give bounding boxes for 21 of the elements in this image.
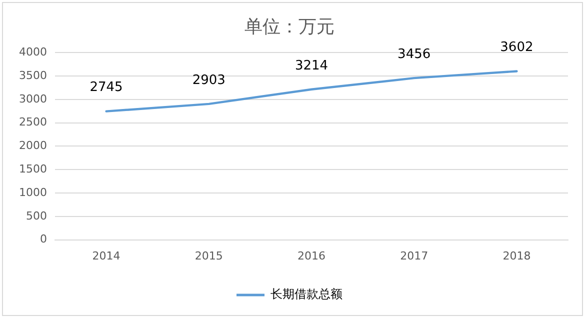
y-tick-label: 1500 <box>18 162 47 176</box>
y-tick-label: 500 <box>26 209 47 222</box>
chart-title: 单位：万元 <box>244 16 334 38</box>
y-tick-label: 4000 <box>18 45 47 58</box>
y-tick-label: 1000 <box>18 186 47 199</box>
legend-label: 长期借款总额 <box>270 287 342 302</box>
x-tick-label: 2014 <box>92 249 120 262</box>
y-tick-label: 2500 <box>18 116 47 129</box>
x-tick-label: 2015 <box>194 249 223 262</box>
y-tick-label: 3000 <box>18 92 47 106</box>
data-label: 3456 <box>398 46 431 62</box>
y-tick-label: 2000 <box>18 139 47 152</box>
x-tick-label: 2017 <box>400 249 428 262</box>
x-tick-label: 2018 <box>502 249 531 262</box>
y-tick-label: 0 <box>40 232 47 246</box>
data-label: 2903 <box>192 72 226 88</box>
x-tick-label: 2016 <box>297 249 326 262</box>
data-label: 3602 <box>500 40 534 56</box>
data-label: 2745 <box>90 80 123 96</box>
y-tick-label: 3500 <box>18 68 47 82</box>
data-label: 3214 <box>294 58 328 74</box>
